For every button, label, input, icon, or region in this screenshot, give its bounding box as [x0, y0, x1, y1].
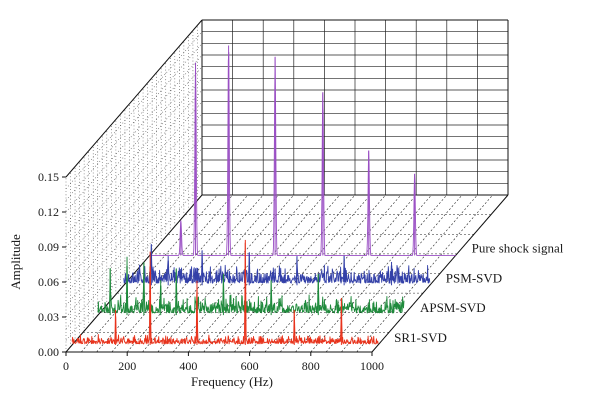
- side-wall-gridline: [65, 89, 203, 248]
- side-wall-gridline: [65, 113, 203, 271]
- floor-gridline: [111, 194, 249, 353]
- x-tick-label: 600: [241, 359, 259, 373]
- floor-gridline: [188, 194, 325, 353]
- floor-gridline: [325, 194, 463, 353]
- frame-edge: [65, 19, 203, 178]
- floor-gridline: [203, 194, 340, 353]
- series-line: [149, 51, 456, 256]
- side-wall-gridline: [65, 136, 203, 294]
- floor-gridline: [249, 194, 386, 353]
- y-tick-label: 0.03: [38, 310, 59, 324]
- x-axis-label: Frequency (Hz): [191, 374, 273, 389]
- series-label: SR1-SVD: [394, 330, 447, 345]
- x-tick-label: 200: [118, 359, 136, 373]
- y-tick-label: 0.12: [38, 205, 59, 219]
- side-wall-gridline: [65, 124, 203, 283]
- floor-gridline: [142, 194, 279, 353]
- y-tick-label: 0.00: [38, 345, 59, 359]
- y-tick-label: 0.15: [38, 170, 59, 184]
- floor-gridline: [126, 194, 264, 353]
- series-label: Pure shock signal: [472, 240, 564, 255]
- x-tick-label: 400: [179, 359, 197, 373]
- floor-gridline: [234, 194, 371, 353]
- frame-edge: [371, 194, 509, 353]
- side-wall-gridline: [65, 101, 203, 259]
- floor-gridline: [356, 194, 493, 353]
- floor-gridline: [341, 194, 478, 353]
- floor-gridline: [295, 194, 432, 353]
- floor-gridline: [310, 194, 448, 353]
- x-tick-label: 800: [302, 359, 320, 373]
- side-wall-gridline: [65, 43, 203, 201]
- side-wall-gridline: [65, 159, 203, 318]
- series-label: APSM-SVD: [420, 300, 486, 315]
- floor-gridline: [172, 194, 310, 353]
- side-wall-gridline: [65, 66, 203, 224]
- grid-walls: [65, 19, 509, 353]
- floor-gridline: [264, 194, 402, 353]
- x-tick-label: 0: [63, 359, 69, 373]
- side-wall-gridline: [65, 148, 203, 306]
- series-line: [97, 262, 405, 314]
- side-wall-gridline: [65, 54, 203, 213]
- floor-gridline: [218, 194, 356, 353]
- y-tick-label: 0.09: [38, 240, 59, 254]
- series-line: [123, 243, 431, 284]
- floor-gridline: [279, 194, 417, 353]
- axes: 0.00 0.03 0.06 0.09 0.12 0.15 0 200 400 600 800 100…: [38, 170, 384, 373]
- series-label: PSM-SVD: [446, 270, 502, 285]
- side-wall-gridline: [65, 183, 203, 341]
- side-wall-gridline: [65, 171, 203, 329]
- x-tick-label: 1000: [360, 359, 384, 373]
- floor-gridline: [96, 194, 233, 353]
- floor-gridline: [157, 194, 295, 353]
- series-line: [71, 242, 379, 345]
- y-axis-label: Amplitude: [8, 234, 23, 290]
- frame-edge: [65, 194, 203, 353]
- side-wall-gridline: [65, 78, 203, 236]
- y-tick-label: 0.06: [38, 275, 59, 289]
- side-wall-gridline: [65, 31, 203, 189]
- series-layer: Pure shock signal PSM-SVD APSM-SVD SR1-SVD: [71, 45, 564, 345]
